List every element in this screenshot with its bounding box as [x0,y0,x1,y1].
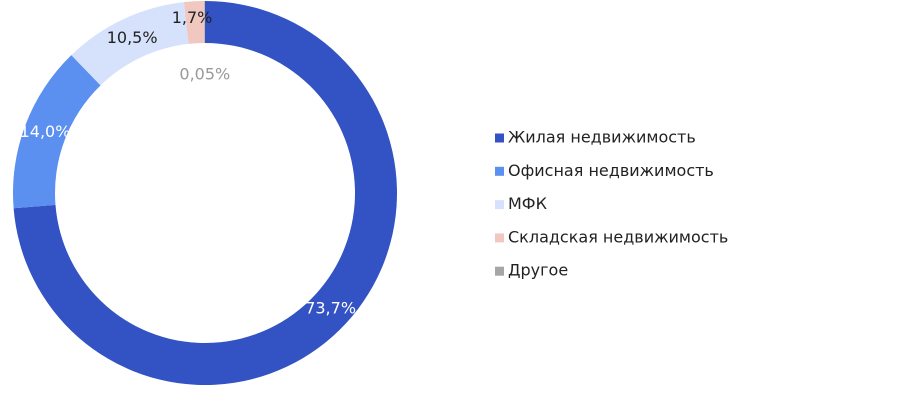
legend-marker [495,233,504,243]
data-label: 14,0% [20,122,71,141]
data-label: 0,05% [179,65,230,84]
donut-slice [12,55,101,209]
donut-slice [204,0,205,44]
legend-label: Складская недвижимость [508,227,728,246]
data-label: 73,7% [305,299,356,318]
legend-label: Офисная недвижимость [508,161,714,180]
legend-marker [495,200,504,210]
legend-marker [495,166,504,176]
legend-label: Жилая недвижимость [508,128,696,147]
legend-label: МФК [508,194,548,213]
legend-marker [495,133,504,143]
legend-label: Другое [508,261,568,280]
data-label: 10,5% [107,28,158,47]
legend-marker [495,266,504,276]
data-label: 1,7% [172,8,213,27]
donut-slice [71,2,189,86]
donut-slice [183,1,205,44]
